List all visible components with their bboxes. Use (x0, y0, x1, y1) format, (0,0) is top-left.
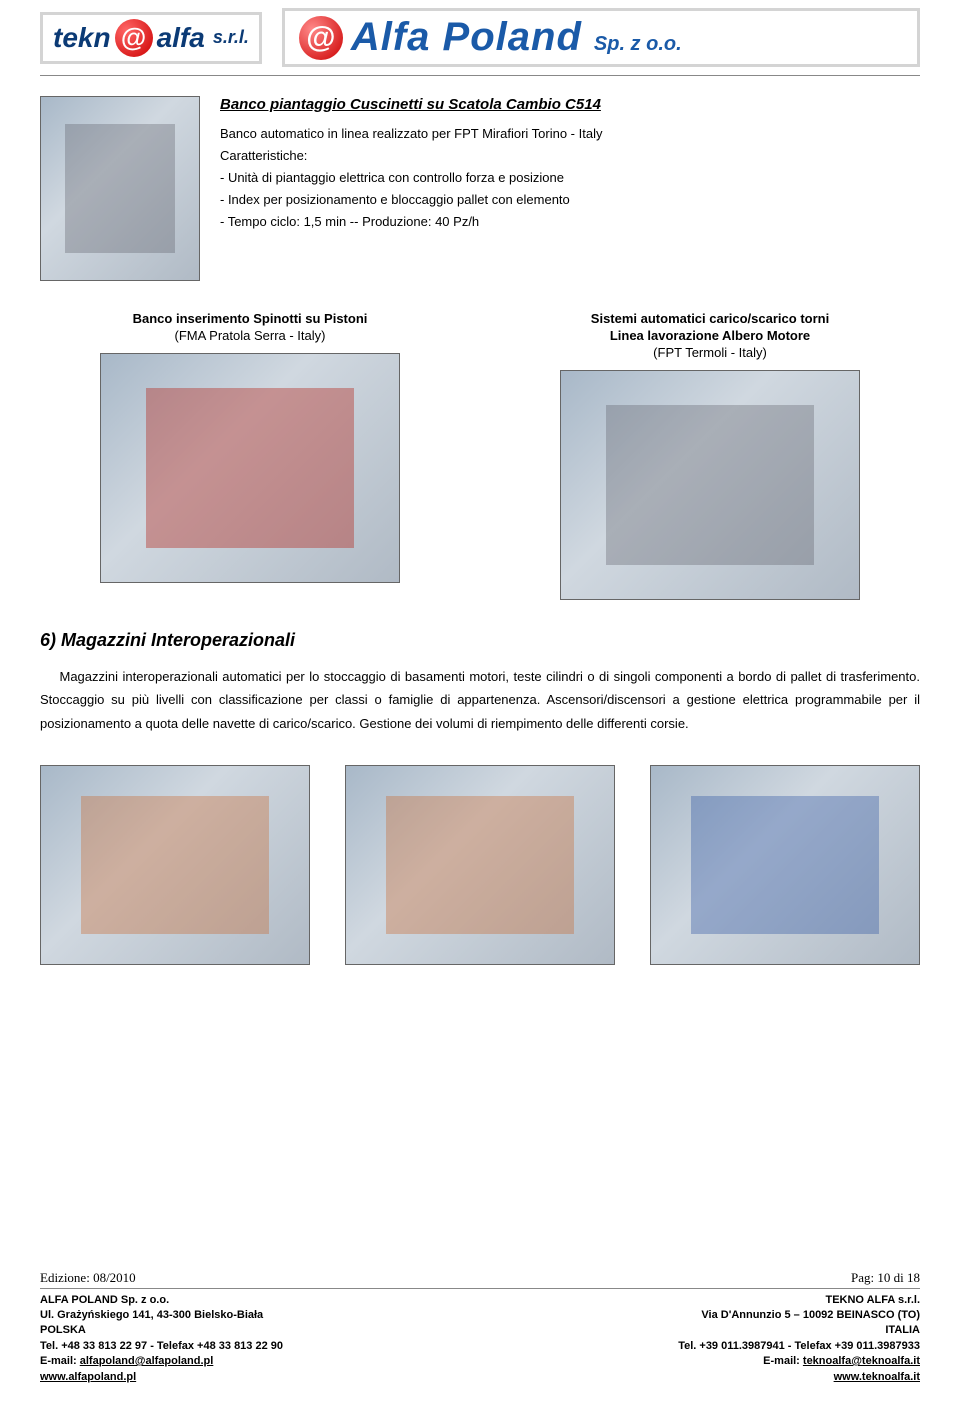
section-banco-piantaggio: Banco piantaggio Cuscinetti su Scatola C… (40, 96, 920, 281)
section6-heading: 6) Magazzini Interoperazionali (40, 630, 920, 651)
footer-columns: ALFA POLAND Sp. z o.o. Ul. Grażyńskiego … (40, 1293, 920, 1385)
logo1-suffix: alfa (157, 22, 205, 54)
address: Ul. Grażyńskiego 141, 43-300 Bielsko-Bia… (40, 1308, 283, 1323)
bullet: - Index per posizionamento e bloccaggio … (220, 189, 920, 211)
warehouse-photo (650, 765, 920, 965)
product-photo (40, 96, 200, 281)
company: TEKNO ALFA s.r.l. (678, 1293, 920, 1308)
product-photo (560, 370, 860, 600)
email-label: E-mail: (763, 1355, 803, 1367)
two-column-products: Banco inserimento Spinotti su Pistoni (F… (40, 311, 920, 600)
col-left-sub: (FMA Pratola Serra - Italy) (40, 328, 460, 343)
footer-left: ALFA POLAND Sp. z o.o. Ul. Grażyńskiego … (40, 1293, 283, 1385)
logo2-sub: Sp. z o.o. (594, 33, 682, 60)
col-right-sub: (FPT Termoli - Italy) (500, 345, 920, 360)
section1-text: Banco piantaggio Cuscinetti su Scatola C… (220, 96, 920, 281)
web-link[interactable]: www.teknoalfa.it (678, 1370, 920, 1385)
section1-title: Banco piantaggio Cuscinetti su Scatola C… (220, 96, 920, 113)
country: POLSKA (40, 1323, 283, 1338)
product-photo (100, 353, 400, 583)
country: ITALIA (678, 1323, 920, 1338)
warehouse-photo (345, 765, 615, 965)
at-icon: @ (115, 19, 153, 57)
warehouse-photo (40, 765, 310, 965)
logo-teknoalfa: tekn @ alfa s.r.l. (40, 12, 262, 64)
section1-body: Banco automatico in linea realizzato per… (220, 123, 920, 233)
header: tekn @ alfa s.r.l. @ Alfa Poland Sp. z o… (40, 0, 920, 76)
email-link[interactable]: alfapoland@alfapoland.pl (80, 1355, 214, 1367)
tel: Tel. +48 33 813 22 97 - Telefax +48 33 8… (40, 1339, 283, 1354)
address: Via D'Annunzio 5 – 10092 BEINASCO (TO) (678, 1308, 920, 1323)
col-left: Banco inserimento Spinotti su Pistoni (F… (40, 311, 460, 600)
at-icon: @ (299, 16, 343, 60)
logo-alfapoland: @ Alfa Poland Sp. z o.o. (282, 8, 920, 67)
footer: Edizione: 08/2010 Pag: 10 di 18 ALFA POL… (40, 1270, 920, 1385)
footer-top: Edizione: 08/2010 Pag: 10 di 18 (40, 1270, 920, 1289)
logo1-srl: s.r.l. (213, 27, 249, 48)
bullet: - Tempo ciclo: 1,5 min -- Produzione: 40… (220, 211, 920, 233)
email-line: E-mail: alfapoland@alfapoland.pl (40, 1354, 283, 1369)
edition: Edizione: 08/2010 (40, 1270, 136, 1286)
footer-right: TEKNO ALFA s.r.l. Via D'Annunzio 5 – 100… (678, 1293, 920, 1385)
email-link[interactable]: teknoalfa@teknoalfa.it (803, 1355, 920, 1367)
section-magazzini: 6) Magazzini Interoperazionali Magazzini… (40, 630, 920, 735)
bullet: - Unità di piantaggio elettrica con cont… (220, 167, 920, 189)
col-right-title1: Sistemi automatici carico/scarico torni (500, 311, 920, 326)
three-photos (40, 765, 920, 965)
page-number: Pag: 10 di 18 (851, 1270, 920, 1286)
col-right: Sistemi automatici carico/scarico torni … (500, 311, 920, 600)
web-link[interactable]: www.alfapoland.pl (40, 1370, 283, 1385)
section6-paragraph: Magazzini interoperazionali automatici p… (40, 665, 920, 735)
logo1-prefix: tekn (53, 22, 111, 54)
logo2-main: Alfa Poland (351, 15, 582, 60)
desc-intro: Banco automatico in linea realizzato per… (220, 123, 920, 145)
email-line: E-mail: teknoalfa@teknoalfa.it (678, 1354, 920, 1369)
col-right-title2: Linea lavorazione Albero Motore (500, 328, 920, 343)
tel: Tel. +39 011.3987941 - Telefax +39 011.3… (678, 1339, 920, 1354)
company: ALFA POLAND Sp. z o.o. (40, 1293, 283, 1308)
email-label: E-mail: (40, 1355, 80, 1367)
caratt-label: Caratteristiche: (220, 145, 920, 167)
page: tekn @ alfa s.r.l. @ Alfa Poland Sp. z o… (0, 0, 960, 1405)
col-left-title: Banco inserimento Spinotti su Pistoni (40, 311, 460, 326)
